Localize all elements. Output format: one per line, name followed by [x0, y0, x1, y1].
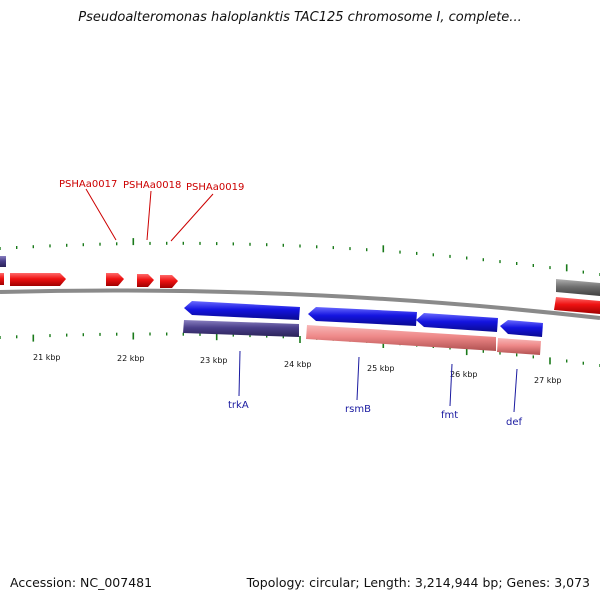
reverse-strand-genes — [183, 301, 543, 355]
kbp-labels: 21 kbp 22 kbp 23 kbp 24 kbp 25 kbp 26 kb… — [33, 353, 562, 385]
topology-summary: Topology: circular; Length: 3,214,944 bp… — [246, 575, 590, 590]
gene-navy-left-edge — [0, 256, 6, 267]
bottom-gene-labels[interactable]: trkA rsmB fmt def — [228, 350, 523, 428]
chromosome-backbone — [0, 288, 600, 320]
gene-def-bar — [497, 338, 541, 355]
gene-label-fmt[interactable]: fmt — [441, 410, 458, 421]
gene-trkA-arrow — [184, 301, 300, 320]
tick-label: 22 kbp — [117, 354, 145, 363]
tick-label: 24 kbp — [284, 360, 312, 369]
map-title: Pseudoalteromonas haloplanktis TAC125 ch… — [78, 10, 522, 25]
gene-label-trkA[interactable]: trkA — [228, 400, 249, 411]
outer-tick-row — [0, 238, 600, 276]
gene-red-1 — [0, 273, 4, 285]
tick-label: 25 kbp — [367, 364, 395, 373]
leader-line — [85, 188, 117, 241]
gene-rsmB-bar — [306, 325, 496, 351]
leader-line — [170, 193, 214, 242]
leader-line — [513, 368, 518, 413]
accession-text: Accession: NC_007481 — [10, 575, 153, 590]
forward-strand-genes — [0, 256, 600, 314]
gene-def-arrow — [500, 320, 543, 337]
gene-fmt-arrow — [416, 313, 498, 332]
gene-trkA-bar — [183, 320, 299, 337]
gene-rsmB-arrow — [308, 307, 417, 326]
gene-gray-right — [556, 279, 600, 296]
gene-red-4 — [137, 274, 154, 287]
tick-label: 26 kbp — [450, 370, 478, 379]
tick-label: 21 kbp — [33, 353, 61, 362]
gene-red-right — [554, 297, 600, 314]
gene-label-def[interactable]: def — [506, 417, 523, 428]
leader-line — [146, 190, 152, 241]
gene-label-PSHAa0017[interactable]: PSHAa0017 — [59, 179, 117, 190]
tick-label: 27 kbp — [534, 376, 562, 385]
leader-line — [356, 356, 360, 401]
leader-line — [238, 350, 241, 397]
gene-label-rsmB[interactable]: rsmB — [345, 404, 371, 415]
gene-red-2 — [10, 273, 66, 286]
gene-label-PSHAa0018[interactable]: PSHAa0018 — [123, 180, 181, 191]
leader-line — [449, 363, 453, 407]
gene-red-5 — [160, 275, 178, 288]
gene-red-3 — [106, 273, 124, 286]
gene-label-PSHAa0019[interactable]: PSHAa0019 — [186, 182, 244, 193]
tick-label: 23 kbp — [200, 356, 228, 365]
top-gene-labels[interactable]: PSHAa0017 PSHAa0018 PSHAa0019 — [59, 179, 244, 242]
